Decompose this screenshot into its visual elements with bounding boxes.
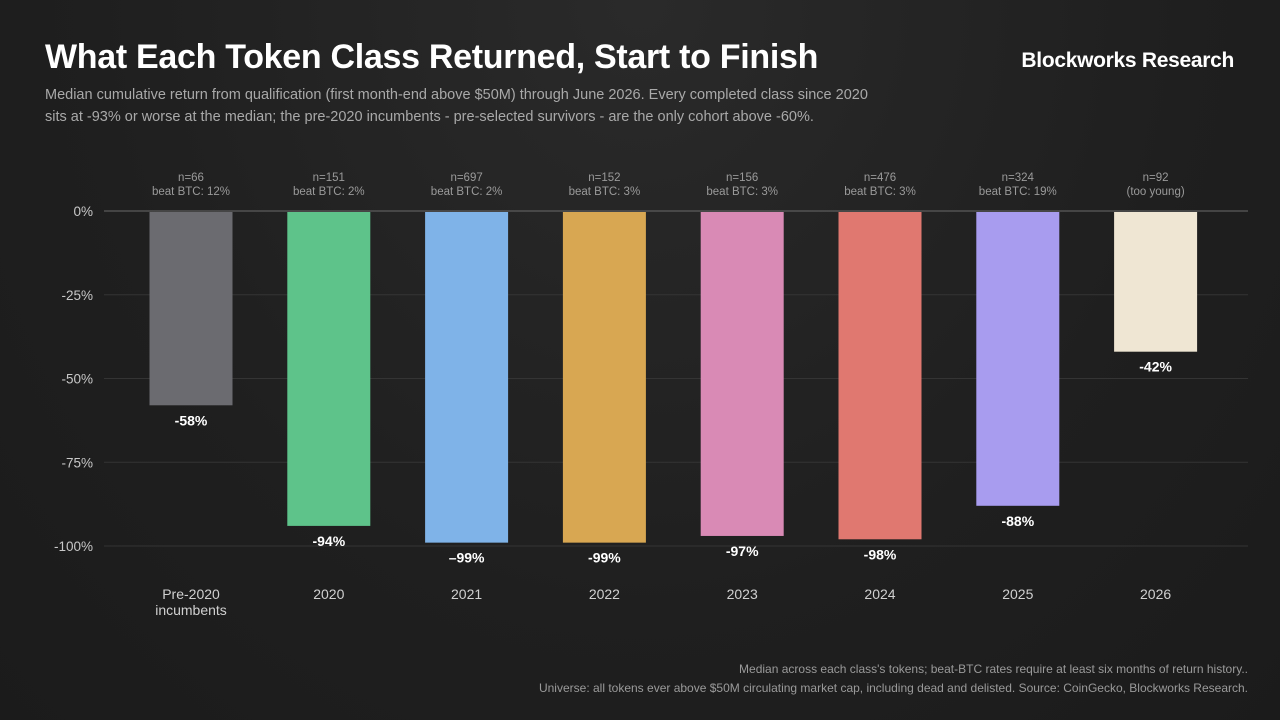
y-tick-label: -25%	[61, 288, 93, 303]
bar	[700, 212, 784, 536]
bar	[1114, 212, 1198, 352]
x-tick-label: Pre-2020	[162, 586, 220, 602]
beat-btc-label: beat BTC: 2%	[431, 186, 503, 198]
data-label: -98%	[864, 546, 897, 562]
sample-size-label: n=92	[1143, 172, 1169, 184]
y-tick-label: -50%	[61, 372, 93, 387]
x-tick-label: 2025	[1002, 586, 1033, 602]
brand-logo-text: Blockworks Research	[1021, 49, 1234, 72]
bar	[149, 212, 233, 406]
x-tick-label: 2021	[451, 586, 482, 602]
data-label: -97%	[726, 543, 759, 559]
footnote: Median across each class's tokens; beat-…	[539, 660, 1248, 698]
x-tick-label: incumbents	[155, 602, 227, 618]
beat-btc-label: beat BTC: 3%	[706, 186, 778, 198]
beat-btc-label: beat BTC: 3%	[569, 186, 641, 198]
y-tick-label: 0%	[73, 204, 93, 219]
beat-btc-label: beat BTC: 3%	[844, 186, 916, 198]
bar	[287, 212, 371, 526]
chart-subtitle: Median cumulative return from qualificat…	[45, 84, 1005, 128]
sample-size-label: n=324	[1002, 172, 1035, 184]
y-tick-label: -100%	[54, 539, 93, 554]
x-tick-label: 2026	[1140, 586, 1171, 602]
data-label: -94%	[312, 533, 345, 549]
bar	[976, 212, 1060, 506]
footnote-line-2: Universe: all tokens ever above $50M cir…	[538, 681, 1248, 695]
data-label: -99%	[588, 550, 621, 566]
data-label: -88%	[1001, 513, 1034, 529]
data-label: -42%	[1139, 359, 1172, 375]
beat-btc-label: beat BTC: 12%	[152, 186, 230, 198]
footnote-line-1: Median across each class's tokens; beat-…	[739, 662, 1248, 676]
data-label: -58%	[175, 412, 208, 428]
x-tick-label: 2023	[727, 586, 758, 602]
beat-btc-label: beat BTC: 19%	[979, 186, 1057, 198]
sample-size-label: n=151	[313, 172, 345, 184]
sample-size-label: n=476	[864, 172, 896, 184]
sample-size-label: n=697	[450, 172, 482, 184]
subtitle-line-1: Median cumulative return from qualificat…	[45, 87, 868, 103]
beat-btc-label: beat BTC: 2%	[293, 186, 365, 198]
sample-size-label: n=152	[588, 172, 620, 184]
x-tick-label: 2022	[589, 586, 620, 602]
beat-btc-label: (too young)	[1127, 186, 1185, 198]
sample-size-label: n=156	[726, 172, 758, 184]
bar	[425, 212, 509, 543]
sample-size-label: n=66	[178, 172, 204, 184]
chart-title: What Each Token Class Returned, Start to…	[45, 38, 819, 76]
subtitle-line-2: sits at -93% or worse at the median; the…	[45, 109, 814, 125]
x-tick-label: 2020	[313, 586, 344, 602]
data-label: –99%	[449, 550, 485, 566]
y-tick-label: -75%	[61, 455, 93, 470]
bar	[562, 212, 646, 543]
x-tick-label: 2024	[864, 586, 895, 602]
bar	[838, 212, 922, 540]
